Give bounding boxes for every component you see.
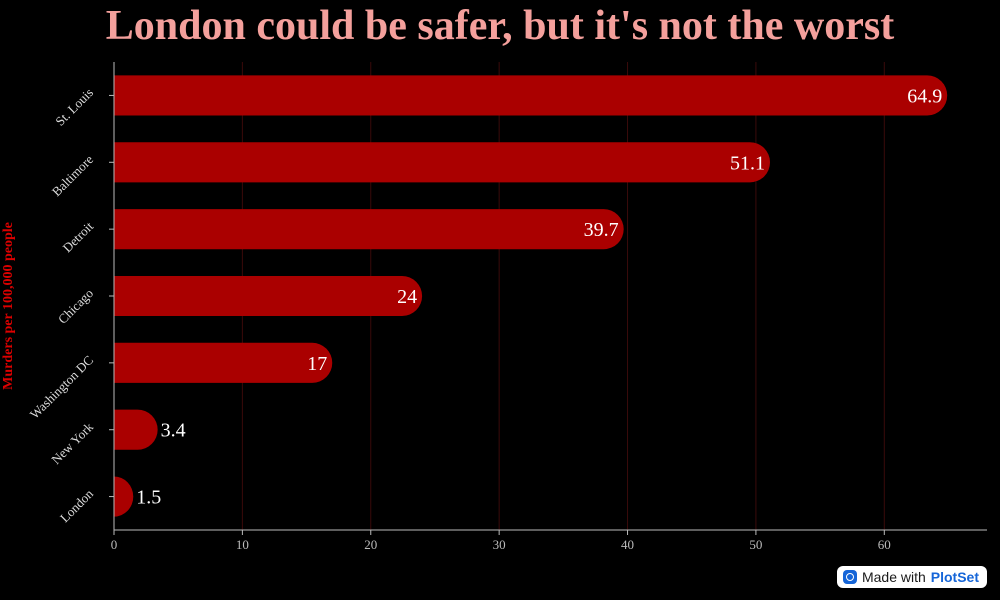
category-label: New York (48, 419, 96, 467)
x-tick-label: 0 (111, 537, 118, 552)
data-label: 1.5 (136, 487, 161, 509)
category-label: St. Louis (52, 85, 96, 129)
category-label: Detroit (59, 218, 96, 255)
x-tick-label: 10 (236, 537, 249, 552)
bar (114, 75, 948, 116)
watermark-prefix: Made with (861, 569, 926, 585)
bar (114, 209, 624, 250)
bars: 64.9 51.1 39.7 24 17 3.4 1.5 (114, 75, 948, 517)
data-label: 24 (397, 286, 417, 308)
plotset-watermark[interactable]: Made with PlotSet (836, 566, 987, 588)
data-label: 17 (307, 353, 327, 375)
category-label: Chicago (55, 286, 96, 327)
data-label: 51.1 (730, 152, 765, 174)
watermark-brand: PlotSet (930, 569, 979, 585)
bar (114, 142, 771, 183)
y-axis-label: Murders per 100,000 people (1, 222, 16, 390)
x-tick-label: 30 (493, 537, 506, 552)
data-label: 3.4 (161, 420, 186, 442)
data-label: 39.7 (584, 219, 619, 241)
bar (114, 342, 333, 383)
plotset-logo-icon (842, 570, 857, 584)
category-label: London (57, 486, 97, 526)
category-label: Baltimore (49, 152, 97, 200)
x-tick-label: 40 (621, 537, 634, 552)
bar (114, 275, 423, 317)
category-label: Washington DC (27, 352, 96, 421)
bar (114, 409, 158, 450)
bar (114, 476, 134, 517)
chart-title: London could be safer, but it's not the … (105, 3, 895, 49)
data-label: 64.9 (907, 85, 942, 107)
x-tick-label: 60 (878, 537, 891, 552)
x-tick-label: 50 (749, 537, 762, 552)
x-tick-label: 20 (364, 537, 377, 552)
